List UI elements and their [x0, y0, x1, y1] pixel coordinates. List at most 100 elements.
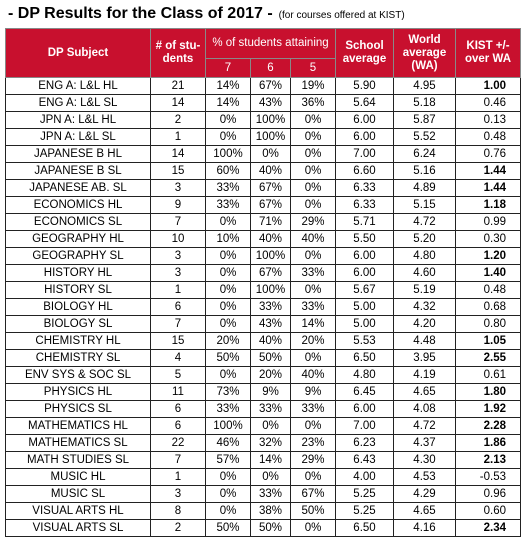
- world-average-cell: 4.72: [393, 213, 456, 231]
- subject-cell: MATH STUDIES SL: [5, 451, 151, 469]
- subject-cell: ENG A: L&L HL: [5, 77, 151, 95]
- grade-7-cell: 57%: [205, 451, 251, 469]
- table-row: HISTORY HL 3 0% 67% 33% 6.00 4.60 1.40: [5, 264, 521, 282]
- grade-5-cell: 50%: [290, 502, 336, 520]
- grade-7-cell: 0%: [205, 247, 251, 265]
- grade-5-cell: 0%: [290, 179, 336, 197]
- grade-7-cell: 0%: [205, 468, 251, 486]
- grade-5-cell: 9%: [290, 383, 336, 401]
- table-row: MATH STUDIES SL 7 57% 14% 29% 6.43 4.30 2.13: [5, 451, 521, 469]
- grade-5-cell: 0%: [290, 111, 336, 129]
- grade-6-cell: 67%: [250, 179, 291, 197]
- table-row: GEOGRAPHY HL 10 10% 40% 40% 5.50 5.20 0.30: [5, 230, 521, 248]
- students-cell: 2: [150, 111, 206, 129]
- header-cell: 7: [205, 58, 251, 78]
- grade-5-cell: 19%: [290, 77, 336, 95]
- kist-difference-cell: 0.60: [455, 502, 521, 520]
- grade-7-cell: 0%: [205, 315, 251, 333]
- grade-7-cell: 0%: [205, 128, 251, 146]
- header-cell: 5: [290, 58, 336, 78]
- school-average-cell: 6.00: [335, 247, 394, 265]
- grade-6-cell: 0%: [250, 145, 291, 163]
- school-average-cell: 5.64: [335, 94, 394, 112]
- grade-5-cell: 67%: [290, 485, 336, 503]
- students-cell: 5: [150, 366, 206, 384]
- school-average-cell: 6.00: [335, 264, 394, 282]
- kist-difference-cell: 0.48: [455, 281, 521, 299]
- world-average-cell: 4.72: [393, 417, 456, 435]
- grade-7-cell: 33%: [205, 196, 251, 214]
- table-row: CHEMISTRY SL 4 50% 50% 0% 6.50 3.95 2.55: [5, 349, 521, 367]
- kist-difference-cell: 1.18: [455, 196, 521, 214]
- subject-cell: JPN A: L&L HL: [5, 111, 151, 129]
- table-row: HISTORY SL 1 0% 100% 0% 5.67 5.19 0.48: [5, 281, 521, 299]
- grade-7-cell: 73%: [205, 383, 251, 401]
- grade-7-cell: 50%: [205, 349, 251, 367]
- school-average-cell: 6.00: [335, 111, 394, 129]
- kist-difference-cell: 1.20: [455, 247, 521, 265]
- grade-7-cell: 0%: [205, 485, 251, 503]
- students-cell: 9: [150, 196, 206, 214]
- table-row: GEOGRAPHY SL 3 0% 100% 0% 6.00 4.80 1.20: [5, 247, 521, 265]
- grade-7-cell: 20%: [205, 332, 251, 350]
- kist-difference-cell: 0.80: [455, 315, 521, 333]
- kist-difference-cell: 0.48: [455, 128, 521, 146]
- subject-cell: ECONOMICS SL: [5, 213, 151, 231]
- grade-5-cell: 33%: [290, 264, 336, 282]
- kist-difference-cell: 1.92: [455, 400, 521, 418]
- grade-6-cell: 71%: [250, 213, 291, 231]
- students-cell: 14: [150, 94, 206, 112]
- grade-5-cell: 0%: [290, 145, 336, 163]
- kist-difference-cell: 2.34: [455, 519, 521, 537]
- students-cell: 22: [150, 434, 206, 452]
- kist-difference-cell: 2.13: [455, 451, 521, 469]
- students-cell: 15: [150, 162, 206, 180]
- world-average-cell: 4.37: [393, 434, 456, 452]
- school-average-cell: 6.50: [335, 519, 394, 537]
- world-average-cell: 4.89: [393, 179, 456, 197]
- grade-6-cell: 43%: [250, 315, 291, 333]
- school-average-cell: 5.53: [335, 332, 394, 350]
- grade-5-cell: 0%: [290, 349, 336, 367]
- table-row: CHEMISTRY HL 15 20% 40% 20% 5.53 4.48 1.05: [5, 332, 521, 350]
- grade-7-cell: 60%: [205, 162, 251, 180]
- students-cell: 14: [150, 145, 206, 163]
- grade-5-cell: 29%: [290, 451, 336, 469]
- header-cell: 6: [250, 58, 291, 78]
- school-average-cell: 6.43: [335, 451, 394, 469]
- grade-6-cell: 33%: [250, 298, 291, 316]
- grade-6-cell: 50%: [250, 349, 291, 367]
- grade-5-cell: 0%: [290, 196, 336, 214]
- world-average-cell: 4.53: [393, 468, 456, 486]
- world-average-cell: 4.80: [393, 247, 456, 265]
- table-row: MUSIC SL 3 0% 33% 67% 5.25 4.29 0.96: [5, 485, 521, 503]
- world-average-cell: 4.95: [393, 77, 456, 95]
- table-row: MATHEMATICS HL 6 100% 0% 0% 7.00 4.72 2.28: [5, 417, 521, 435]
- students-cell: 1: [150, 468, 206, 486]
- school-average-cell: 5.00: [335, 315, 394, 333]
- world-average-cell: 5.19: [393, 281, 456, 299]
- grade-6-cell: 100%: [250, 247, 291, 265]
- kist-difference-cell: 1.00: [455, 77, 521, 95]
- subject-cell: ENG A: L&L SL: [5, 94, 151, 112]
- grade-6-cell: 0%: [250, 468, 291, 486]
- grade-5-cell: 40%: [290, 230, 336, 248]
- grade-6-cell: 32%: [250, 434, 291, 452]
- students-cell: 3: [150, 179, 206, 197]
- world-average-cell: 4.16: [393, 519, 456, 537]
- world-average-cell: 4.19: [393, 366, 456, 384]
- table-row: MATHEMATICS SL 22 46% 32% 23% 6.23 4.37 1.86: [5, 434, 521, 452]
- table-row: JAPANESE B SL 15 60% 40% 0% 6.60 5.16 1.44: [5, 162, 521, 180]
- header-cell: # of stu-dents: [150, 28, 206, 78]
- kist-difference-cell: 1.44: [455, 162, 521, 180]
- table-row: JPN A: L&L SL 1 0% 100% 0% 6.00 5.52 0.48: [5, 128, 521, 146]
- school-average-cell: 7.00: [335, 145, 394, 163]
- students-cell: 3: [150, 247, 206, 265]
- grade-7-cell: 10%: [205, 230, 251, 248]
- subject-cell: MUSIC HL: [5, 468, 151, 486]
- students-cell: 4: [150, 349, 206, 367]
- header-cell: School average: [335, 28, 394, 78]
- table-row: ECONOMICS SL 7 0% 71% 29% 5.71 4.72 0.99: [5, 213, 521, 231]
- grade-6-cell: 50%: [250, 519, 291, 537]
- world-average-cell: 3.95: [393, 349, 456, 367]
